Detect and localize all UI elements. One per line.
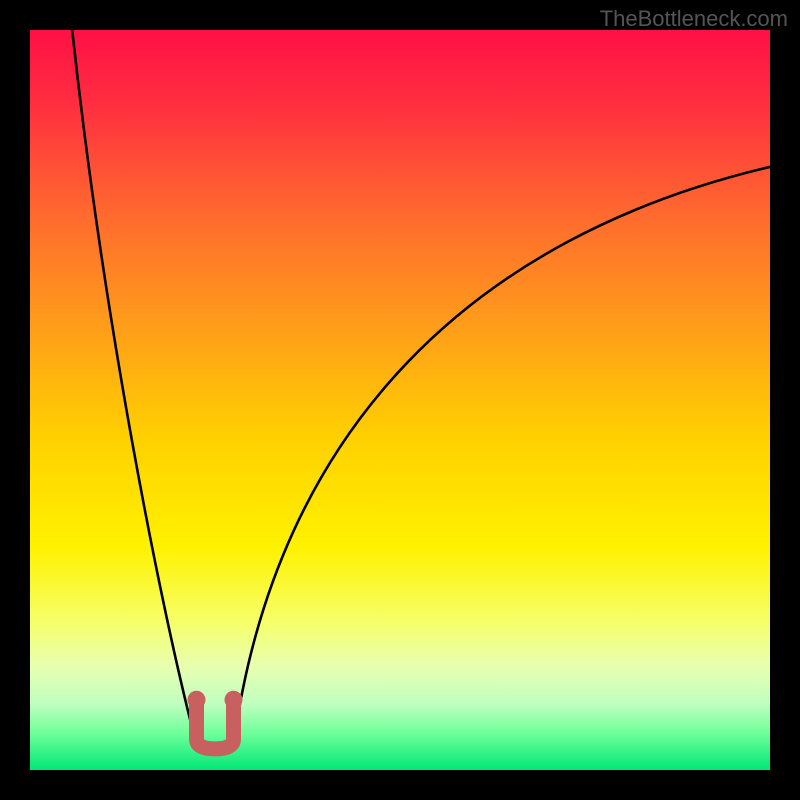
bottleneck-chart: TheBottleneck.com — [0, 0, 800, 800]
bottleneck-curve — [72, 30, 770, 745]
watermark-text: TheBottleneck.com — [600, 6, 788, 32]
plot-area — [30, 30, 770, 770]
curve-layer — [30, 30, 770, 770]
valley-u-marker — [188, 691, 243, 749]
